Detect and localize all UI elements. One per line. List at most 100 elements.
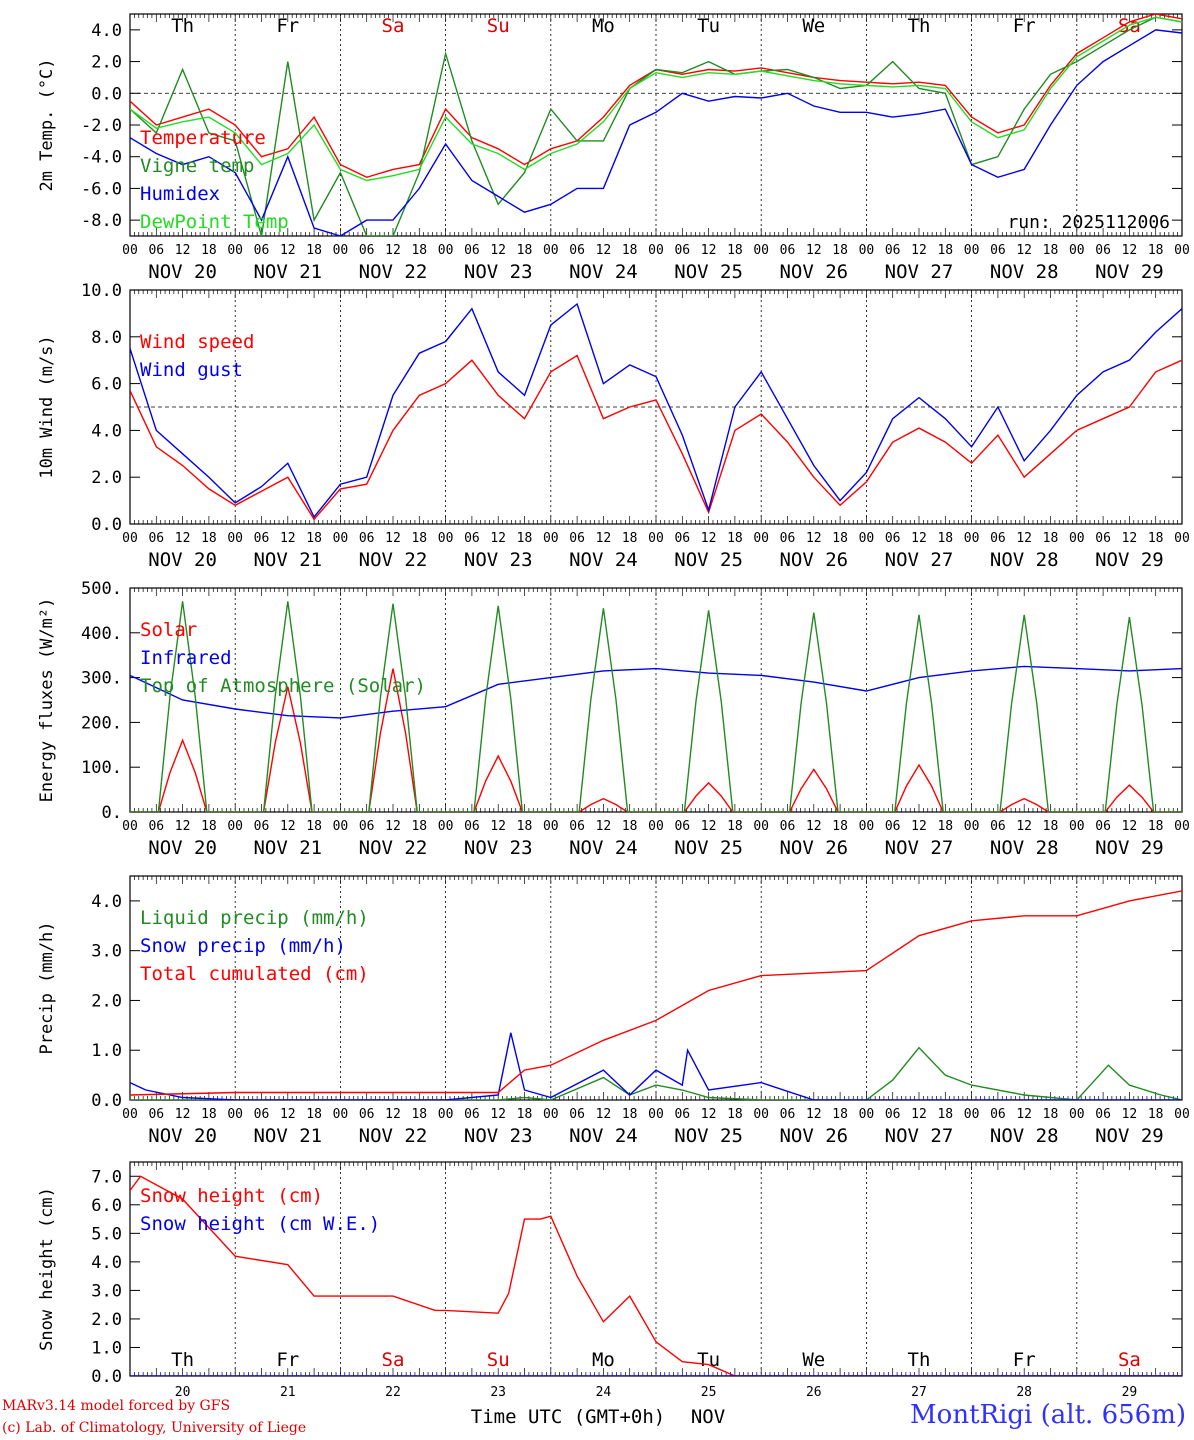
x-hour-label: 18	[1148, 531, 1164, 546]
x-day-number: 29	[1122, 1385, 1138, 1400]
x-hour-label: 18	[201, 819, 217, 834]
y-tick-label: 0.0	[91, 1091, 122, 1111]
x-day-number: 27	[911, 1385, 927, 1400]
x-hour-label: 18	[201, 531, 217, 546]
x-hour-label: 06	[148, 1107, 164, 1122]
x-hour-label: 00	[333, 819, 349, 834]
x-hour-label: 00	[648, 819, 664, 834]
weekday-label: We	[802, 1349, 825, 1371]
series-line	[130, 29, 1182, 236]
x-hour-label: 12	[701, 243, 717, 258]
site-name: MontRigi (alt. 656m)	[910, 1400, 1186, 1430]
x-date-label: NOV 21	[253, 261, 322, 283]
legend-entry: Liquid precip (mm/h)	[140, 907, 369, 929]
x-hour-label: 06	[885, 819, 901, 834]
x-hour-label: 06	[569, 1107, 585, 1122]
weekday-label: Tu	[697, 1349, 720, 1371]
x-date-label: NOV 26	[779, 1125, 848, 1147]
x-hour-label: 00	[648, 531, 664, 546]
x-hour-label: 00	[1069, 819, 1085, 834]
x-hour-label: 06	[464, 819, 480, 834]
y-axis-label: 2m Temp. (°C)	[37, 58, 57, 191]
x-hour-label: 18	[306, 1107, 322, 1122]
x-hour-label: 00	[1069, 243, 1085, 258]
x-hour-label: 06	[148, 819, 164, 834]
x-hour-label: 18	[1043, 819, 1059, 834]
x-hour-label: 18	[1043, 531, 1059, 546]
x-hour-label: 00	[859, 243, 875, 258]
panel-5: 0.0 1.0 2.0 3.0 4.0 5.0 6.0 7.0 Snow height (cm)…	[37, 1161, 1183, 1400]
x-hour-label: 00	[122, 243, 138, 258]
x-hour-label: 00	[438, 243, 454, 258]
weekday-label: Su	[487, 15, 510, 37]
x-hour-label: 12	[806, 531, 822, 546]
x-hour-label: 18	[306, 243, 322, 258]
y-axis-label: Precip (mm/h)	[37, 921, 57, 1054]
series-line	[130, 16, 1182, 182]
x-hour-label: 18	[727, 243, 743, 258]
x-hour-label: 06	[780, 531, 796, 546]
x-hour-label: 00	[227, 531, 243, 546]
y-tick-label: 8.0	[91, 328, 122, 348]
x-date-label: NOV 24	[569, 261, 638, 283]
x-hour-label: 18	[937, 1107, 953, 1122]
weekday-label: Tu	[697, 15, 720, 37]
x-hour-label: 12	[490, 1107, 506, 1122]
weekday-label: Th	[171, 1349, 194, 1371]
x-hour-label: 12	[175, 531, 191, 546]
x-hour-label: 00	[122, 819, 138, 834]
x-hour-label: 18	[517, 243, 533, 258]
x-hour-label: 00	[1174, 243, 1190, 258]
y-tick-label: 3.0	[91, 942, 122, 962]
x-hour-label: 06	[359, 531, 375, 546]
x-date-label: NOV 23	[464, 261, 533, 283]
legend-entry: DewPoint Temp	[140, 211, 289, 233]
x-date-label: NOV 25	[674, 261, 743, 283]
legend-entry: Humidex	[140, 183, 220, 205]
series-line	[130, 302, 1182, 519]
x-hour-label: 06	[990, 243, 1006, 258]
x-date-label: NOV 25	[674, 549, 743, 571]
x-hour-label: 06	[254, 531, 270, 546]
x-date-label: NOV 22	[359, 261, 428, 283]
x-hour-label: 12	[806, 1107, 822, 1122]
x-hour-label: 18	[517, 1107, 533, 1122]
x-date-label: NOV 24	[569, 549, 638, 571]
x-date-label: NOV 28	[990, 261, 1059, 283]
x-hour-label: 12	[1016, 1107, 1032, 1122]
x-date-label: NOV 20	[148, 549, 217, 571]
x-hour-label: 00	[438, 1107, 454, 1122]
x-hour-label: 12	[806, 243, 822, 258]
x-hour-label: 06	[780, 819, 796, 834]
y-axis-label: Energy fluxes (W/m²)	[37, 598, 57, 803]
y-tick-label: 2.0	[91, 1310, 122, 1330]
legend-entry: Wind speed	[140, 331, 254, 353]
panel-3: 0. 100. 200. 300. 400. 500. Energy fluxes (W/m…	[37, 579, 1190, 859]
x-hour-label: 12	[911, 819, 927, 834]
weekday-label: Th	[171, 15, 194, 37]
x-hour-label: 12	[490, 819, 506, 834]
x-hour-label: 00	[122, 531, 138, 546]
lab-credit: (c) Lab. of Climatology, University of L…	[2, 1420, 307, 1436]
x-hour-label: 00	[1069, 531, 1085, 546]
x-hour-label: 00	[859, 531, 875, 546]
x-hour-label: 06	[254, 1107, 270, 1122]
x-hour-label: 18	[201, 1107, 217, 1122]
x-date-label: NOV 25	[674, 1125, 743, 1147]
weekday-label: Th	[908, 1349, 931, 1371]
x-hour-label: 12	[1122, 243, 1138, 258]
x-hour-label: 00	[648, 243, 664, 258]
x-hour-label: 12	[1016, 819, 1032, 834]
x-date-label: NOV 29	[1095, 1125, 1164, 1147]
series-line	[130, 665, 1182, 719]
x-date-label: NOV 29	[1095, 837, 1164, 859]
x-hour-label: 12	[701, 819, 717, 834]
series-line	[130, 890, 1182, 1096]
x-hour-label: 12	[911, 243, 927, 258]
x-hour-label: 06	[254, 243, 270, 258]
x-hour-label: 06	[359, 243, 375, 258]
x-hour-label: 18	[411, 243, 427, 258]
x-date-label: NOV 26	[779, 837, 848, 859]
x-hour-label: 18	[306, 531, 322, 546]
legend-entry: Wind gust	[140, 359, 243, 381]
